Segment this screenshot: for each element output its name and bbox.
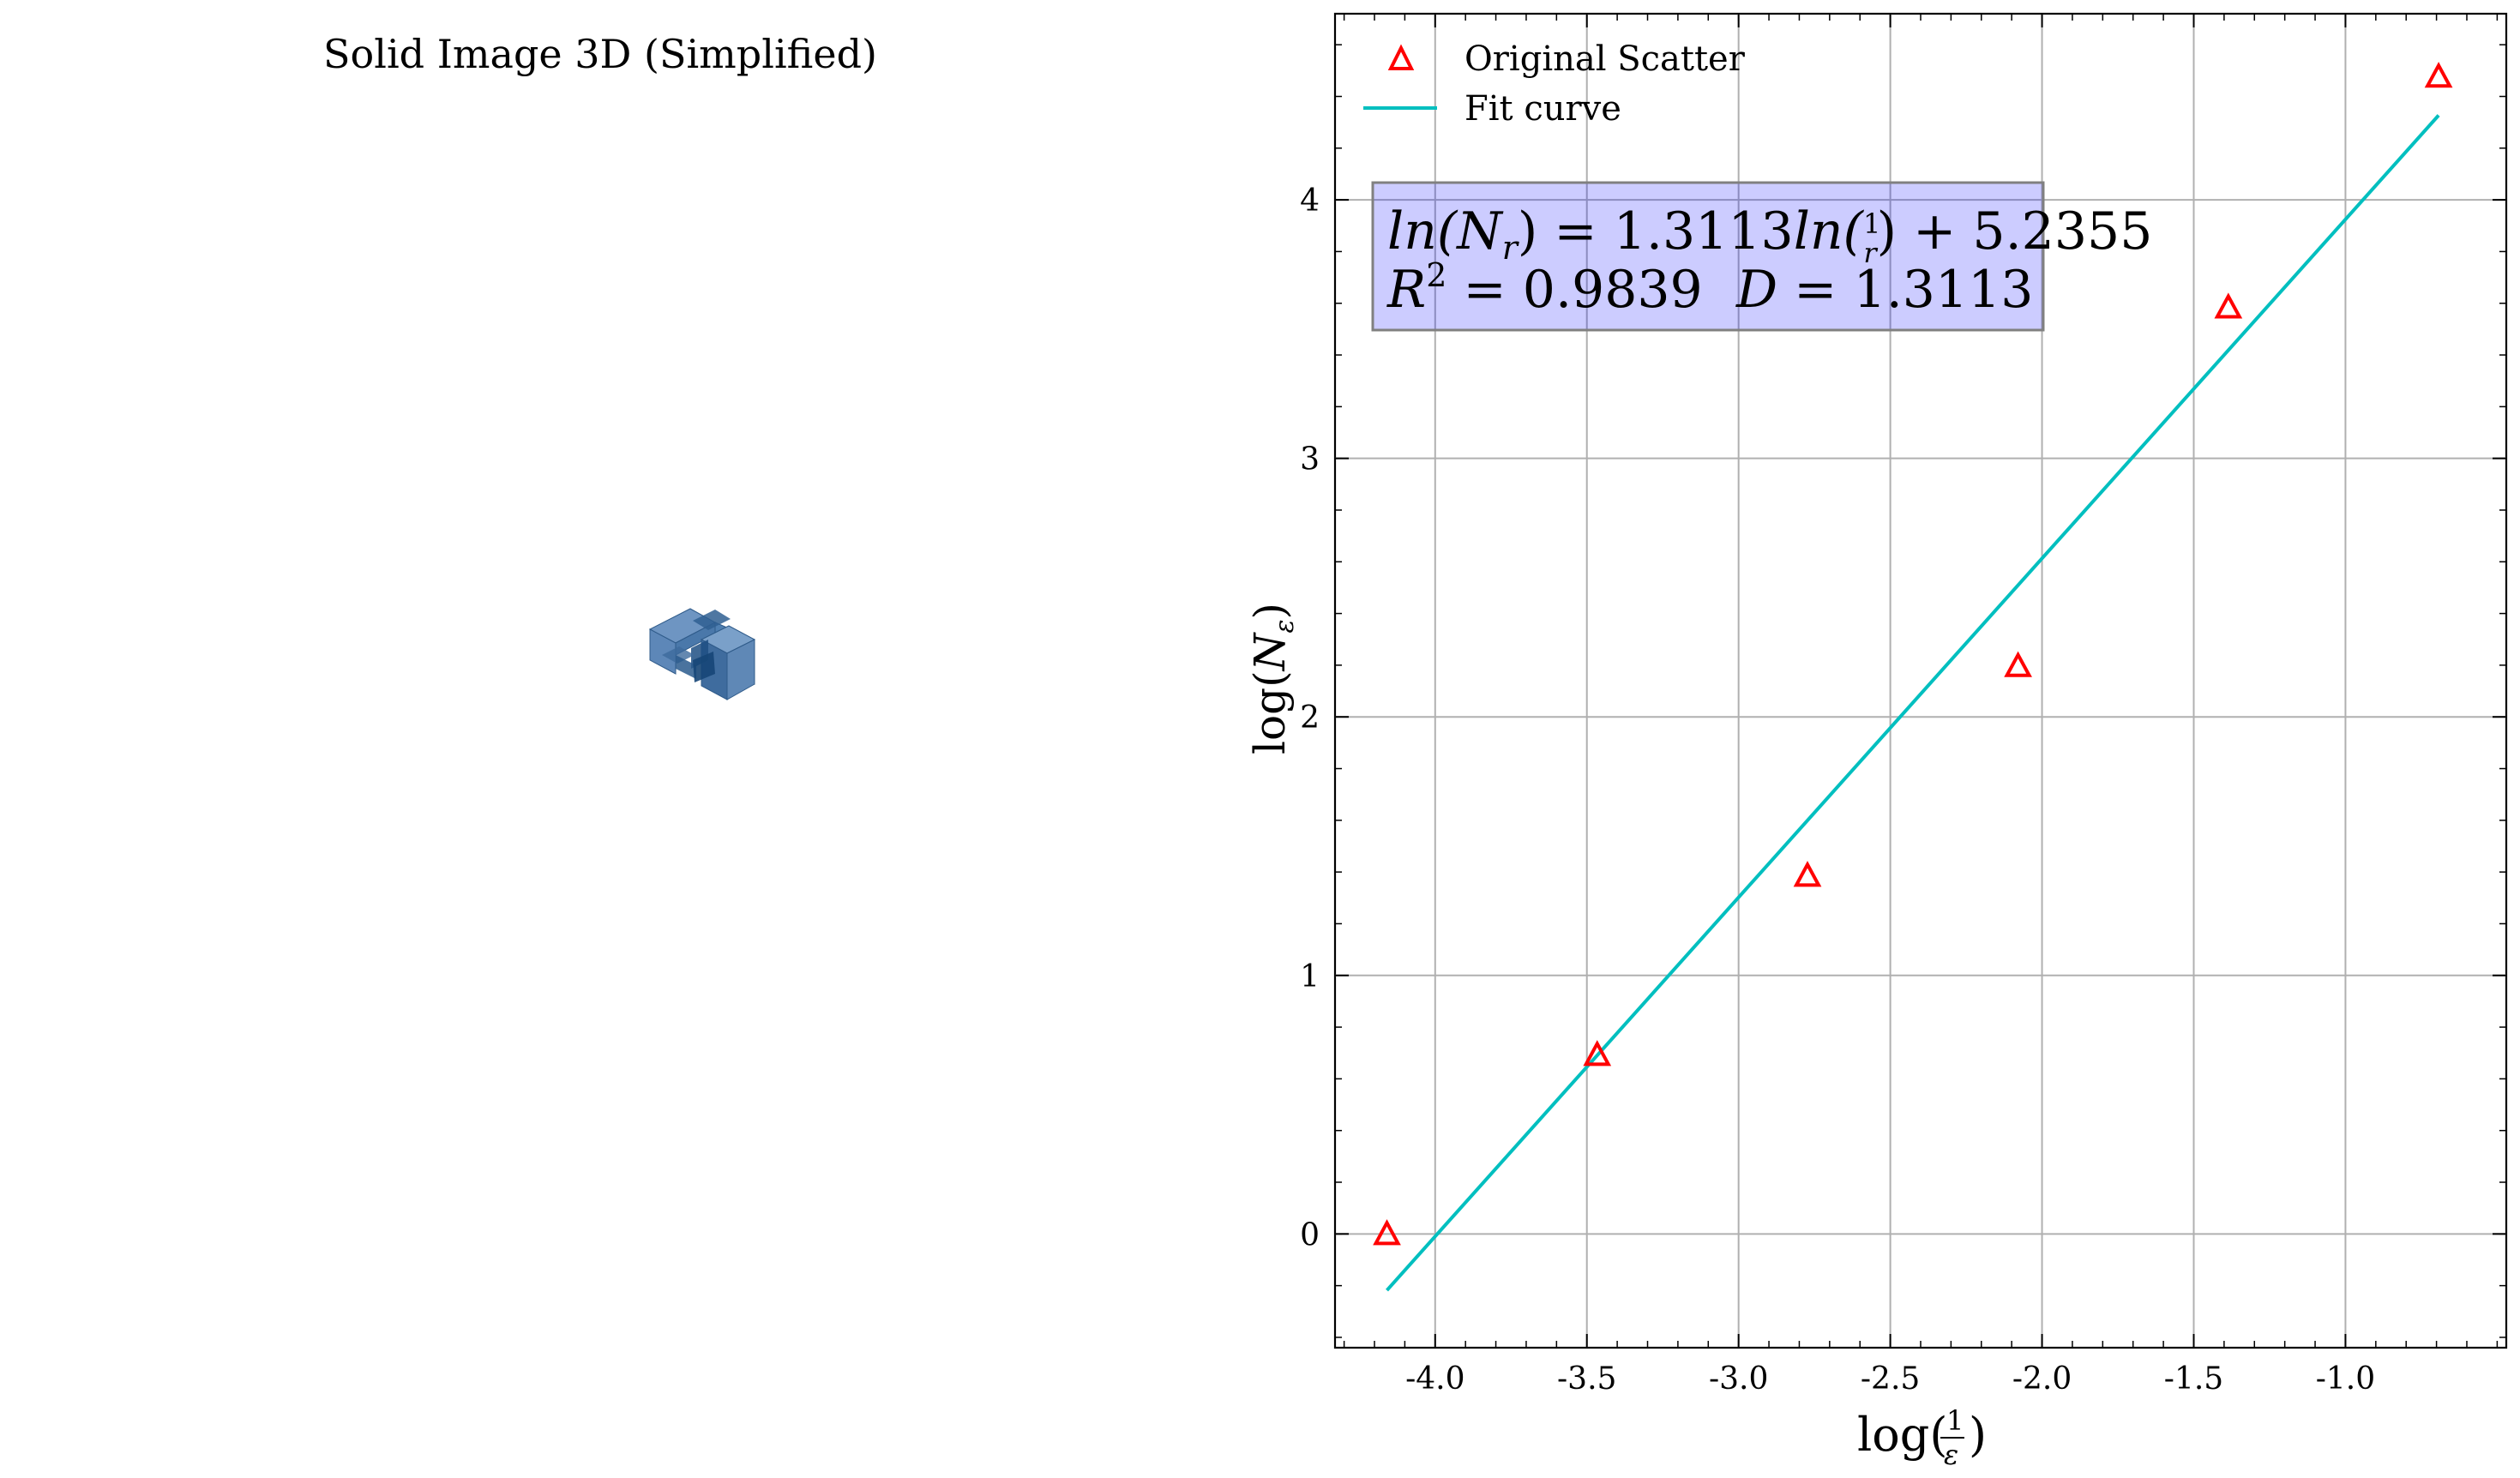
fit-equation-box: ln(Nr) = 1.3113ln(1 r) + 5.2355 R2 = 0.98… (1371, 181, 2152, 332)
svg-text:log(: log( (1857, 1408, 1947, 1462)
svg-text:log(Nε): log(Nε) (1245, 603, 1300, 754)
tick-labels: -4.0 -3.5 -3.0 -2.5 -2.0 -1.5 -1.0 0 1 2 3 4 (1300, 183, 2375, 1397)
legend-fit-label: Fit curve (1464, 89, 1621, 129)
legend-scatter-marker (1387, 44, 1415, 70)
scatter-point (2424, 62, 2453, 88)
legend: Original Scatter Fit curve (1363, 39, 1746, 129)
x-tick-label: -1.5 (2164, 1361, 2223, 1397)
svg-text:ε: ε (1944, 1439, 1958, 1471)
scatter-point (2214, 292, 2243, 319)
solid-3d-object (648, 608, 756, 700)
gridlines (1335, 14, 2506, 1348)
solid-image-title: Solid Image 3D (Simplified) (323, 31, 877, 77)
legend-scatter-label: Original Scatter (1464, 39, 1746, 79)
series-layer (1373, 62, 2453, 1292)
fit-curve-line (1386, 114, 2440, 1292)
y-axis-label: log(Nε) (1245, 603, 1300, 754)
equation-line-1: ln(Nr) = 1.3113ln(1 r) + 5.2355 (1387, 201, 2152, 269)
x-tick-label: -3.5 (1557, 1361, 1616, 1397)
scatter-point (1793, 861, 1822, 887)
x-tick-label: -1.0 (2316, 1361, 2375, 1397)
x-tick-label: -4.0 (1405, 1361, 1464, 1397)
scatter-point (1373, 1219, 1401, 1246)
equation-line-2-dimension: D = 1.3113 (1735, 260, 2033, 320)
y-tick-label: 0 (1300, 1217, 1320, 1253)
y-tick-label: 1 (1300, 959, 1320, 994)
scatter-point (1583, 1040, 1612, 1066)
x-tick-label: -3.0 (1709, 1361, 1768, 1397)
equation-box-background (1371, 181, 2045, 332)
scatter-point (2004, 651, 2032, 677)
equation-line-2: R2 = 0.9839 (1386, 256, 1703, 320)
svg-text:): ) (1969, 1408, 1987, 1462)
y-tick-label: 3 (1300, 442, 1320, 478)
svg-text:1: 1 (1946, 1404, 1964, 1437)
major-ticks (1335, 14, 2506, 1348)
x-axis-label: log( 1 ε ) (1857, 1404, 1987, 1471)
y-tick-label: 4 (1300, 183, 1320, 219)
x-tick-label: -2.0 (2012, 1361, 2072, 1397)
x-tick-label: -2.5 (1861, 1361, 1920, 1397)
y-tick-label: 2 (1300, 700, 1320, 736)
